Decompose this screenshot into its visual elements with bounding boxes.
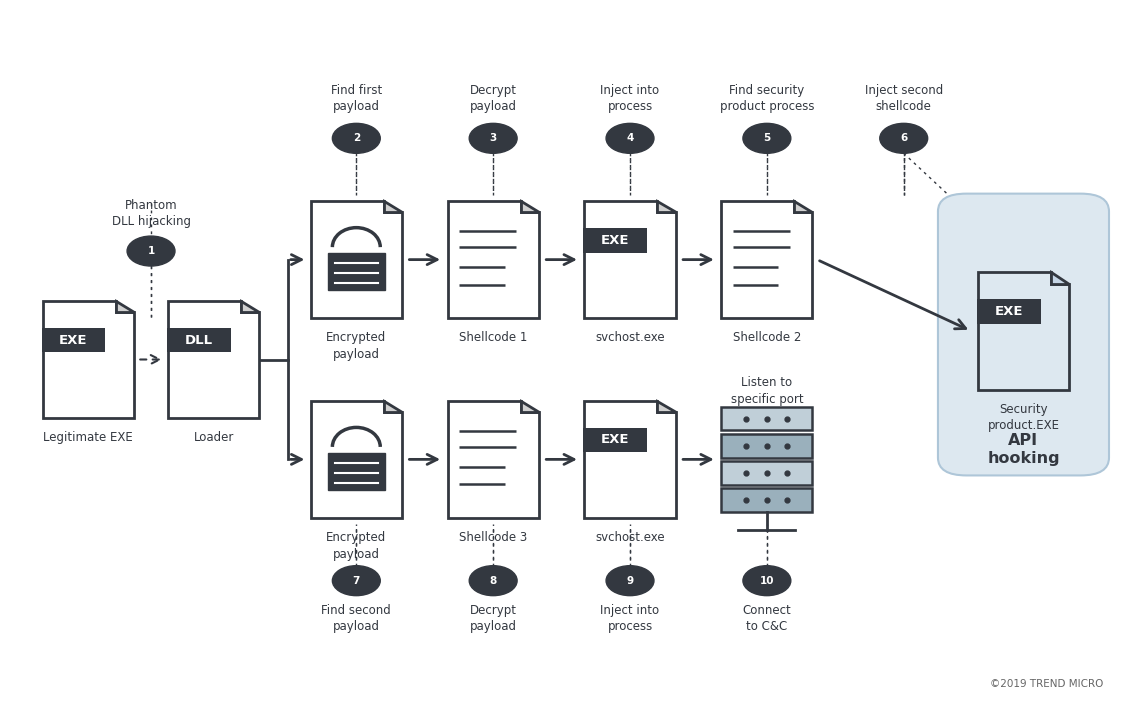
Text: Shellcode 1: Shellcode 1: [460, 331, 527, 344]
Polygon shape: [1051, 272, 1069, 283]
Bar: [583, 428, 647, 452]
Circle shape: [743, 566, 791, 595]
Text: 10: 10: [760, 576, 775, 586]
Text: EXE: EXE: [601, 434, 629, 446]
Text: EXE: EXE: [601, 234, 629, 247]
Bar: [976, 299, 1041, 324]
Text: Phantom
DLL hijacking: Phantom DLL hijacking: [111, 198, 190, 227]
Text: Loader: Loader: [194, 431, 234, 444]
Polygon shape: [448, 201, 539, 319]
Polygon shape: [658, 400, 676, 412]
Circle shape: [332, 566, 380, 595]
Text: 8: 8: [489, 576, 497, 586]
Circle shape: [469, 566, 517, 595]
Bar: [167, 328, 230, 352]
Text: Inject second
shellcode: Inject second shellcode: [864, 84, 943, 114]
Text: API
hooking: API hooking: [987, 433, 1060, 466]
Polygon shape: [241, 301, 259, 312]
Bar: [41, 328, 105, 352]
Polygon shape: [448, 400, 539, 518]
Text: Legitimate EXE: Legitimate EXE: [44, 431, 133, 444]
Circle shape: [127, 236, 175, 266]
Text: Connect
to C&C: Connect to C&C: [743, 604, 791, 633]
Polygon shape: [584, 201, 676, 319]
Polygon shape: [116, 301, 134, 312]
Polygon shape: [658, 201, 676, 212]
Text: Decrypt
payload: Decrypt payload: [470, 84, 517, 114]
Text: ©2019 TREND MICRO: ©2019 TREND MICRO: [990, 679, 1104, 689]
Bar: [328, 452, 385, 490]
Bar: [721, 407, 813, 431]
Text: Find second
payload: Find second payload: [321, 604, 391, 633]
Polygon shape: [311, 201, 402, 319]
Bar: [721, 488, 813, 512]
Text: Find security
product process: Find security product process: [720, 84, 814, 114]
Text: 3: 3: [489, 133, 497, 143]
Text: Inject into
process: Inject into process: [601, 84, 660, 114]
Circle shape: [743, 124, 791, 153]
Text: Inject into
process: Inject into process: [601, 604, 660, 633]
Text: 9: 9: [627, 576, 634, 586]
Text: EXE: EXE: [60, 334, 88, 347]
Polygon shape: [384, 400, 402, 412]
Polygon shape: [721, 201, 813, 319]
Circle shape: [606, 124, 654, 153]
Text: 6: 6: [900, 133, 908, 143]
Text: 1: 1: [148, 246, 155, 256]
Text: Listen to
specific port: Listen to specific port: [730, 376, 803, 406]
Polygon shape: [168, 301, 259, 418]
Text: Encrypted
payload: Encrypted payload: [327, 531, 386, 561]
Polygon shape: [520, 400, 539, 412]
Text: Shellcode 3: Shellcode 3: [460, 531, 527, 544]
Text: Decrypt
payload: Decrypt payload: [470, 604, 517, 633]
Circle shape: [332, 124, 380, 153]
Polygon shape: [584, 400, 676, 518]
Text: svchost.exe: svchost.exe: [595, 531, 665, 544]
Text: DLL: DLL: [185, 334, 213, 347]
Polygon shape: [520, 201, 539, 212]
Bar: [721, 461, 813, 485]
Text: 5: 5: [763, 133, 770, 143]
Circle shape: [469, 124, 517, 153]
Text: 4: 4: [627, 133, 634, 143]
Circle shape: [880, 124, 927, 153]
Bar: [328, 253, 385, 290]
Polygon shape: [384, 201, 402, 212]
Text: Security
product.EXE: Security product.EXE: [988, 403, 1059, 432]
Text: Find first
payload: Find first payload: [331, 84, 382, 114]
Text: EXE: EXE: [995, 305, 1023, 318]
Polygon shape: [978, 272, 1069, 390]
Text: svchost.exe: svchost.exe: [595, 331, 665, 344]
Polygon shape: [42, 301, 134, 418]
Polygon shape: [794, 201, 813, 212]
Circle shape: [606, 566, 654, 595]
Text: 7: 7: [353, 576, 360, 586]
FancyBboxPatch shape: [937, 193, 1109, 475]
Bar: [721, 434, 813, 457]
Text: Shellcode 2: Shellcode 2: [732, 331, 801, 344]
Bar: [583, 228, 647, 252]
Text: 2: 2: [353, 133, 360, 143]
Text: Encrypted
payload: Encrypted payload: [327, 331, 386, 361]
Polygon shape: [311, 400, 402, 518]
